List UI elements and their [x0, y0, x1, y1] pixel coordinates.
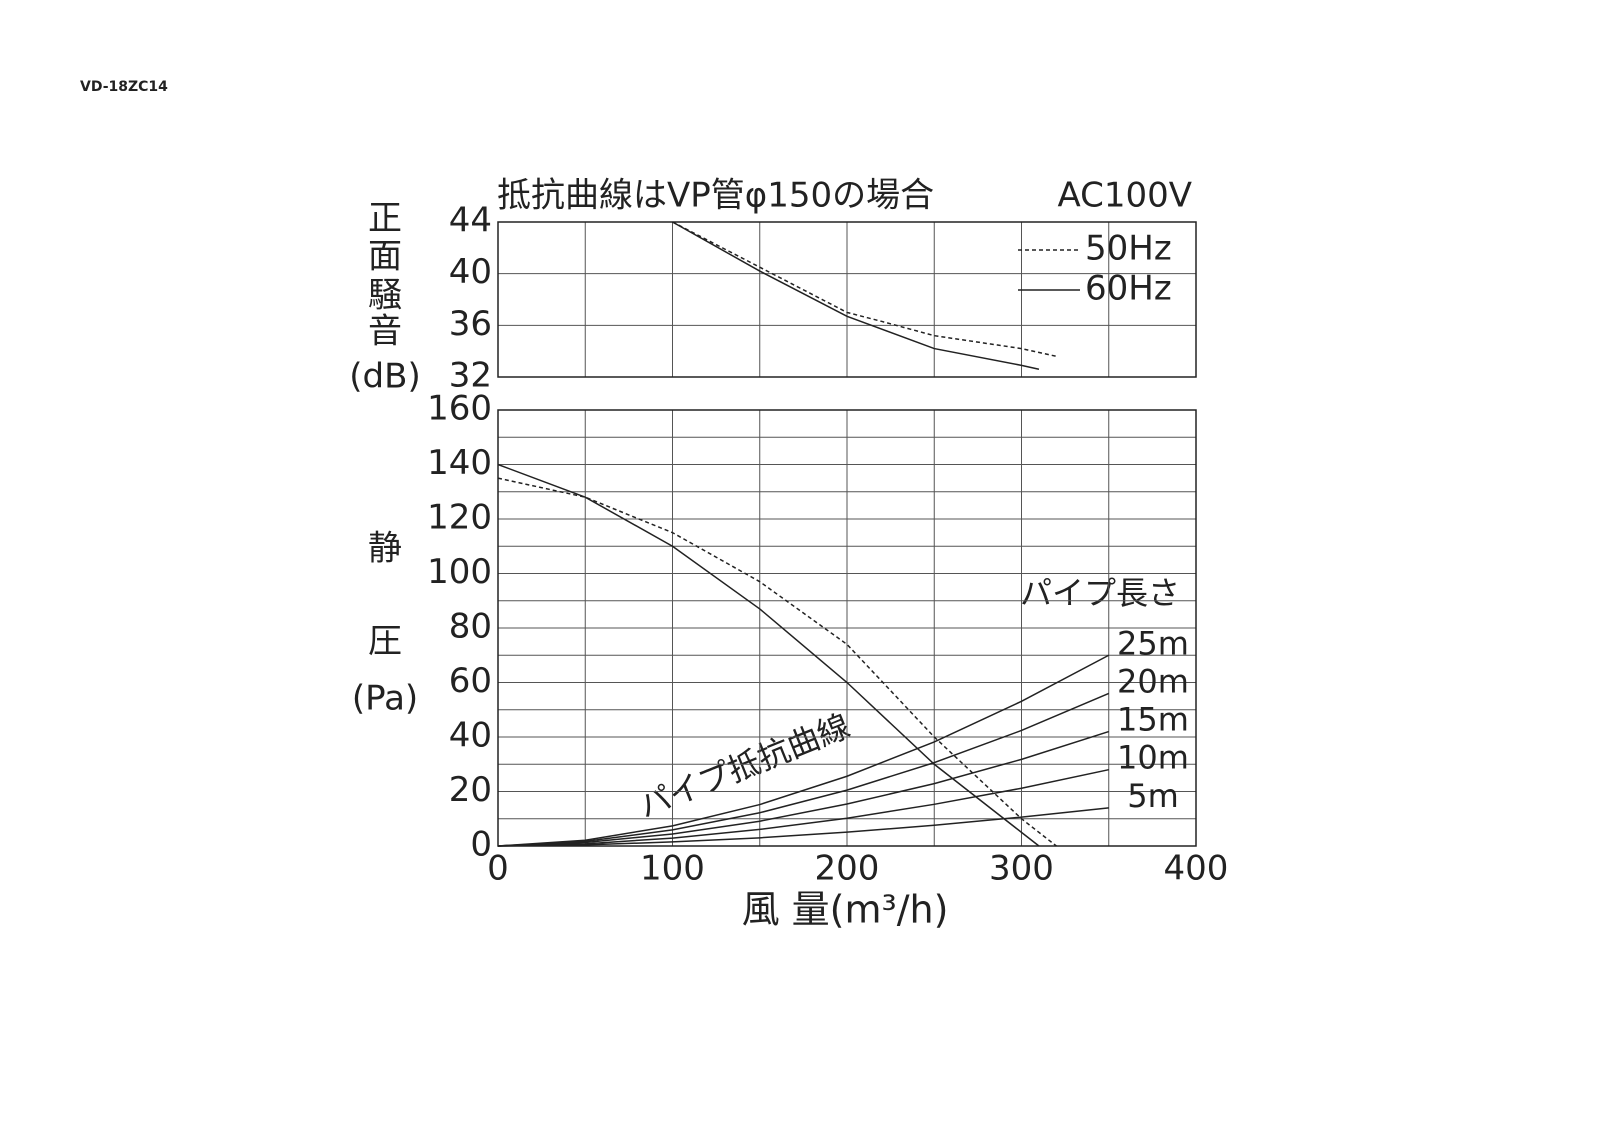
y-axis-label: 面	[368, 237, 402, 277]
x-tick-label: 400	[1164, 849, 1229, 889]
x-tick-label: 300	[989, 849, 1054, 889]
series-label: 25m	[1117, 624, 1189, 662]
x-axis-label: 風 量(m³/h)	[742, 888, 949, 932]
header: VD-18ZC14	[80, 79, 168, 95]
y-axis-label: (Pa)	[352, 679, 418, 719]
y-axis-label: 静	[368, 529, 402, 569]
y-axis-label: 圧	[368, 622, 402, 662]
y-tick-label: 44	[449, 201, 492, 241]
y-axis-label: 正	[368, 199, 402, 239]
y-tick-label: 40	[449, 716, 492, 756]
legend-label: 50Hz	[1085, 229, 1172, 269]
y-tick-label: 40	[449, 252, 492, 292]
y-tick-label: 160	[427, 389, 492, 429]
series-label: 15m	[1117, 701, 1189, 739]
y-tick-label: 32	[449, 356, 492, 396]
y-tick-label: 100	[427, 552, 492, 592]
y-axis-label: 騒	[368, 276, 402, 316]
plot-border	[497, 221, 1197, 378]
x-tick-label: 0	[487, 849, 509, 889]
y-tick-label: 60	[449, 661, 492, 701]
y-tick-label: 80	[449, 607, 492, 647]
series-line	[497, 477, 1057, 847]
y-tick-label: 0	[470, 825, 492, 865]
y-tick-label: 140	[427, 443, 492, 483]
series-line	[672, 221, 1040, 370]
series-line	[497, 730, 1109, 847]
series-line	[497, 463, 1040, 847]
series-line	[672, 221, 1057, 358]
series-line	[497, 807, 1109, 847]
series-label: 20m	[1117, 662, 1189, 700]
chart-title: 抵抗曲線はVP管φ150の場合	[497, 176, 934, 216]
plot-border	[497, 409, 1197, 847]
x-tick-label: 200	[815, 849, 880, 889]
y-tick-label: 20	[449, 770, 492, 810]
series-line	[497, 654, 1110, 847]
y-axis-label: (dB)	[349, 357, 420, 397]
annotation: パイプ長さ	[1020, 574, 1180, 612]
y-tick-label: 120	[427, 498, 492, 538]
y-axis-label: 音	[368, 312, 402, 352]
legend-label: 60Hz	[1085, 269, 1172, 309]
series-label: 10m	[1117, 739, 1189, 777]
series-line	[497, 692, 1110, 847]
series-label: 5m	[1127, 777, 1179, 815]
x-tick-label: 100	[640, 849, 705, 889]
y-tick-label: 36	[449, 304, 492, 344]
chart-subtitle: AC100V	[1057, 176, 1192, 216]
series-line	[497, 768, 1109, 847]
